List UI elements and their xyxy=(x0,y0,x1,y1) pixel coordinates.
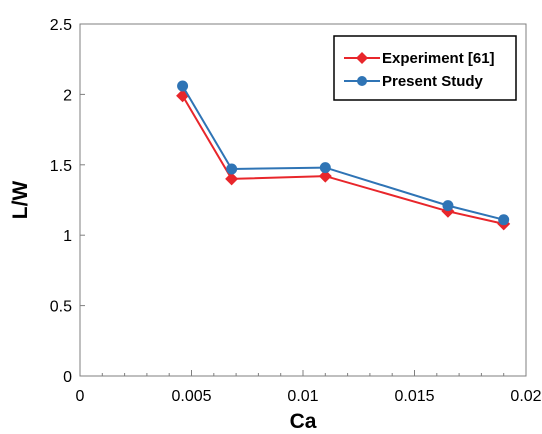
legend-label-present-study: Present Study xyxy=(382,73,484,90)
legend-label-experiment: Experiment [61] xyxy=(382,50,495,67)
x-tick-label: 0 xyxy=(76,388,85,405)
x-axis-ticks: 0 0.005 0.01 0.015 0.02 xyxy=(76,370,542,405)
data-point-experiment-61 xyxy=(225,172,239,186)
legend: Experiment [61] Present Study xyxy=(333,35,517,101)
data-point-present-study xyxy=(319,162,331,174)
y-tick-label: 0.5 xyxy=(50,299,72,316)
legend-box xyxy=(333,35,517,101)
y-tick-label: 1.5 xyxy=(50,158,72,175)
series-layer xyxy=(176,80,511,231)
y-tick-label: 0 xyxy=(63,369,72,386)
y-tick-label: 2.5 xyxy=(50,17,72,34)
data-point-present-study xyxy=(442,200,454,212)
y-axis-ticks: 0 0.5 1 1.5 2 2.5 xyxy=(50,17,85,386)
data-point-present-study xyxy=(498,214,510,226)
x-tick-label: 0.02 xyxy=(510,388,541,405)
x-tick-label: 0.005 xyxy=(171,388,211,405)
x-tick-label: 0.015 xyxy=(394,388,434,405)
legend-marker-experiment xyxy=(356,52,368,64)
x-tick-label: 0.01 xyxy=(287,388,318,405)
x-axis-title: Ca xyxy=(290,410,317,433)
data-point-present-study xyxy=(177,80,189,92)
data-point-experiment-61 xyxy=(318,169,332,183)
legend-item-present-study: Present Study xyxy=(344,73,484,90)
y-tick-label: 2 xyxy=(63,87,72,104)
y-axis-title: L/W xyxy=(9,181,32,220)
y-tick-label: 1 xyxy=(63,228,72,245)
legend-marker-present-study xyxy=(357,76,367,86)
data-point-present-study xyxy=(226,163,238,175)
legend-item-experiment: Experiment [61] xyxy=(344,50,495,67)
